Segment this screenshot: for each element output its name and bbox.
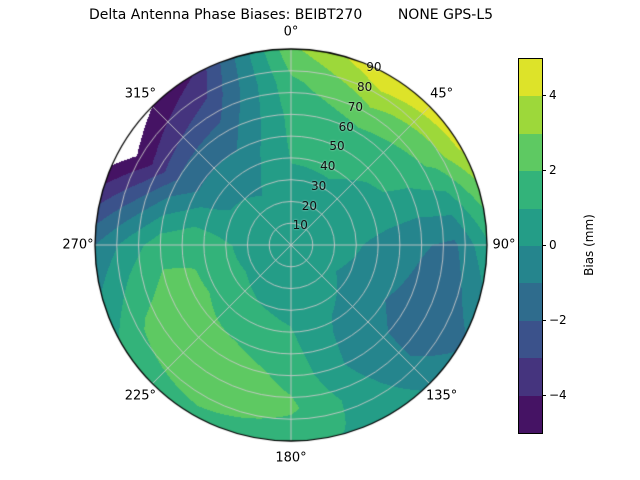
zenith-ring-label: 90: [366, 60, 382, 75]
zenith-ring-label: 50: [329, 139, 345, 154]
colorbar-band: [519, 133, 542, 172]
colorbar-band: [519, 59, 542, 97]
zenith-ring-label: 80: [356, 80, 373, 95]
colorbar-tick-label: −4: [549, 387, 567, 402]
colorbar-band: [519, 395, 542, 433]
azimuth-tick-label: 0°: [283, 24, 299, 40]
colorbar-tick: [542, 170, 546, 172]
azimuth-tick-label: 315°: [124, 86, 157, 102]
zenith-ring-label: 70: [347, 99, 364, 114]
zenith-ring-label: 20: [301, 198, 318, 213]
colorbar-tick: [542, 95, 546, 97]
colorbar-band: [519, 208, 542, 246]
colorbar-band: [519, 283, 542, 321]
azimuth-tick-label: 180°: [275, 450, 307, 466]
colorbar-band: [519, 245, 542, 284]
colorbar-band: [519, 320, 542, 359]
colorbar-tick: [542, 245, 546, 246]
colorbar-band: [519, 358, 542, 396]
zenith-ring-label: 40: [320, 159, 336, 174]
colorbar-tick-label: −2: [549, 312, 567, 327]
colorbar-axis-label: Bias (mm): [582, 214, 596, 276]
azimuth-tick-label: 45°: [430, 86, 454, 102]
colorbar-tick-label: 0: [549, 238, 557, 252]
zenith-ring-label: 30: [310, 178, 327, 193]
azimuth-tick-label: 135°: [425, 388, 458, 404]
colorbar-tick: [542, 319, 546, 321]
azimuth-tick-label: 225°: [124, 388, 157, 404]
colorbar-band: [519, 96, 542, 134]
azimuth-tick-label: 90°: [492, 237, 516, 253]
colorbar-band: [519, 171, 542, 209]
colorbar-tick-label: 2: [549, 163, 557, 178]
colorbar-tick: [542, 394, 546, 396]
zenith-ring-label: 10: [292, 218, 308, 233]
colorbar-tick-label: 4: [549, 88, 557, 103]
azimuth-tick-label: 270°: [62, 237, 94, 253]
colorbar: [518, 58, 543, 434]
zenith-ring-label: 60: [338, 119, 354, 134]
